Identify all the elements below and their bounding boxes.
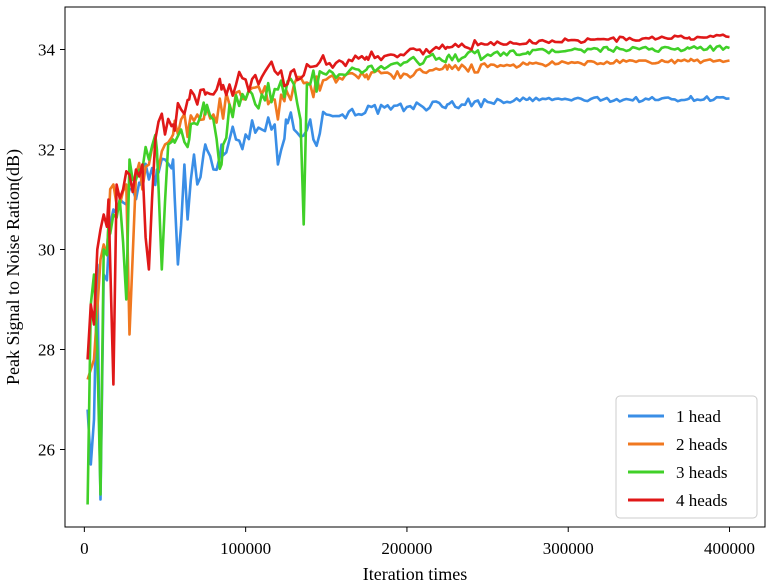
series-line-4 xyxy=(86,33,730,386)
y-tick-label: 28 xyxy=(38,341,55,360)
x-axis-title: Iteration times xyxy=(363,564,467,584)
legend-box xyxy=(615,395,758,519)
x-tick-label: 300000 xyxy=(543,539,594,558)
y-tick-label: 26 xyxy=(38,441,55,460)
y-tick-label: 32 xyxy=(38,141,55,160)
legend-label: 4 heads xyxy=(676,491,727,510)
series-line-3 xyxy=(86,44,730,505)
legend-label: 3 heads xyxy=(676,463,727,482)
series-line-1 xyxy=(86,94,730,501)
series-layer xyxy=(86,33,730,505)
y-axis-title: Peak Signal to Noise Ration(dB) xyxy=(3,149,24,385)
plot-frame xyxy=(64,6,766,528)
x-axis: 0 100000 200000 300000 400000 xyxy=(80,527,755,558)
legend-label: 2 heads xyxy=(676,435,727,454)
x-tick-label: 200000 xyxy=(381,539,432,558)
x-tick-label: 100000 xyxy=(220,539,271,558)
x-tick-label: 0 xyxy=(80,539,89,558)
legend: 1 head 2 heads 3 heads 4 heads xyxy=(615,395,758,519)
y-tick-label: 34 xyxy=(38,41,56,60)
series-line-2 xyxy=(86,57,730,380)
y-axis: 26 28 30 32 34 xyxy=(38,41,65,460)
x-tick-label: 400000 xyxy=(704,539,755,558)
y-tick-label: 30 xyxy=(38,241,55,260)
legend-label: 1 head xyxy=(676,407,721,426)
